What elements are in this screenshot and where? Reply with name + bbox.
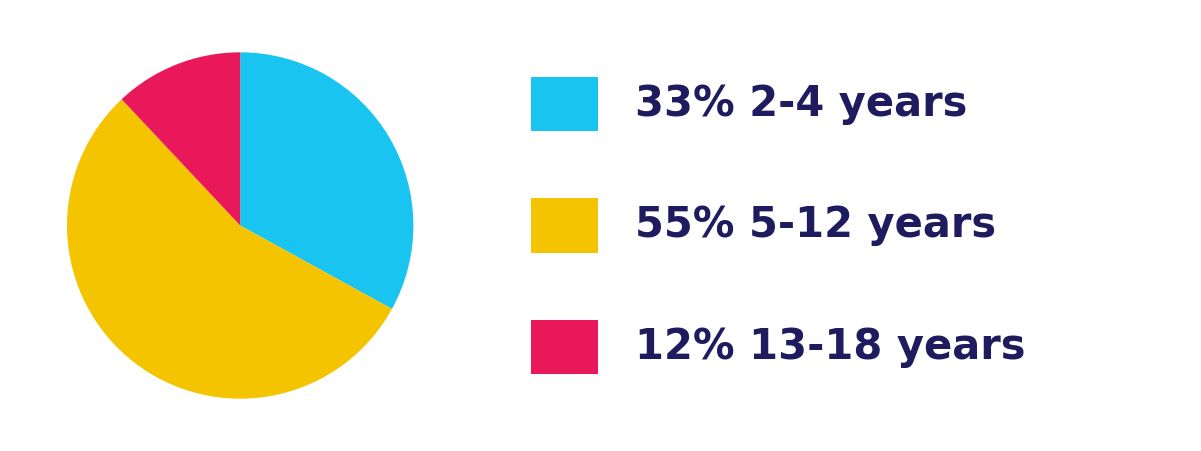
Text: 33% 2-4 years: 33% 2-4 years xyxy=(635,83,968,125)
Text: 12% 13-18 years: 12% 13-18 years xyxy=(635,326,1026,368)
FancyBboxPatch shape xyxy=(531,320,598,374)
Wedge shape xyxy=(67,99,392,399)
FancyBboxPatch shape xyxy=(531,198,598,253)
FancyBboxPatch shape xyxy=(531,77,598,131)
Wedge shape xyxy=(240,52,413,309)
Text: 55% 5-12 years: 55% 5-12 years xyxy=(635,204,996,247)
Wedge shape xyxy=(121,52,240,226)
